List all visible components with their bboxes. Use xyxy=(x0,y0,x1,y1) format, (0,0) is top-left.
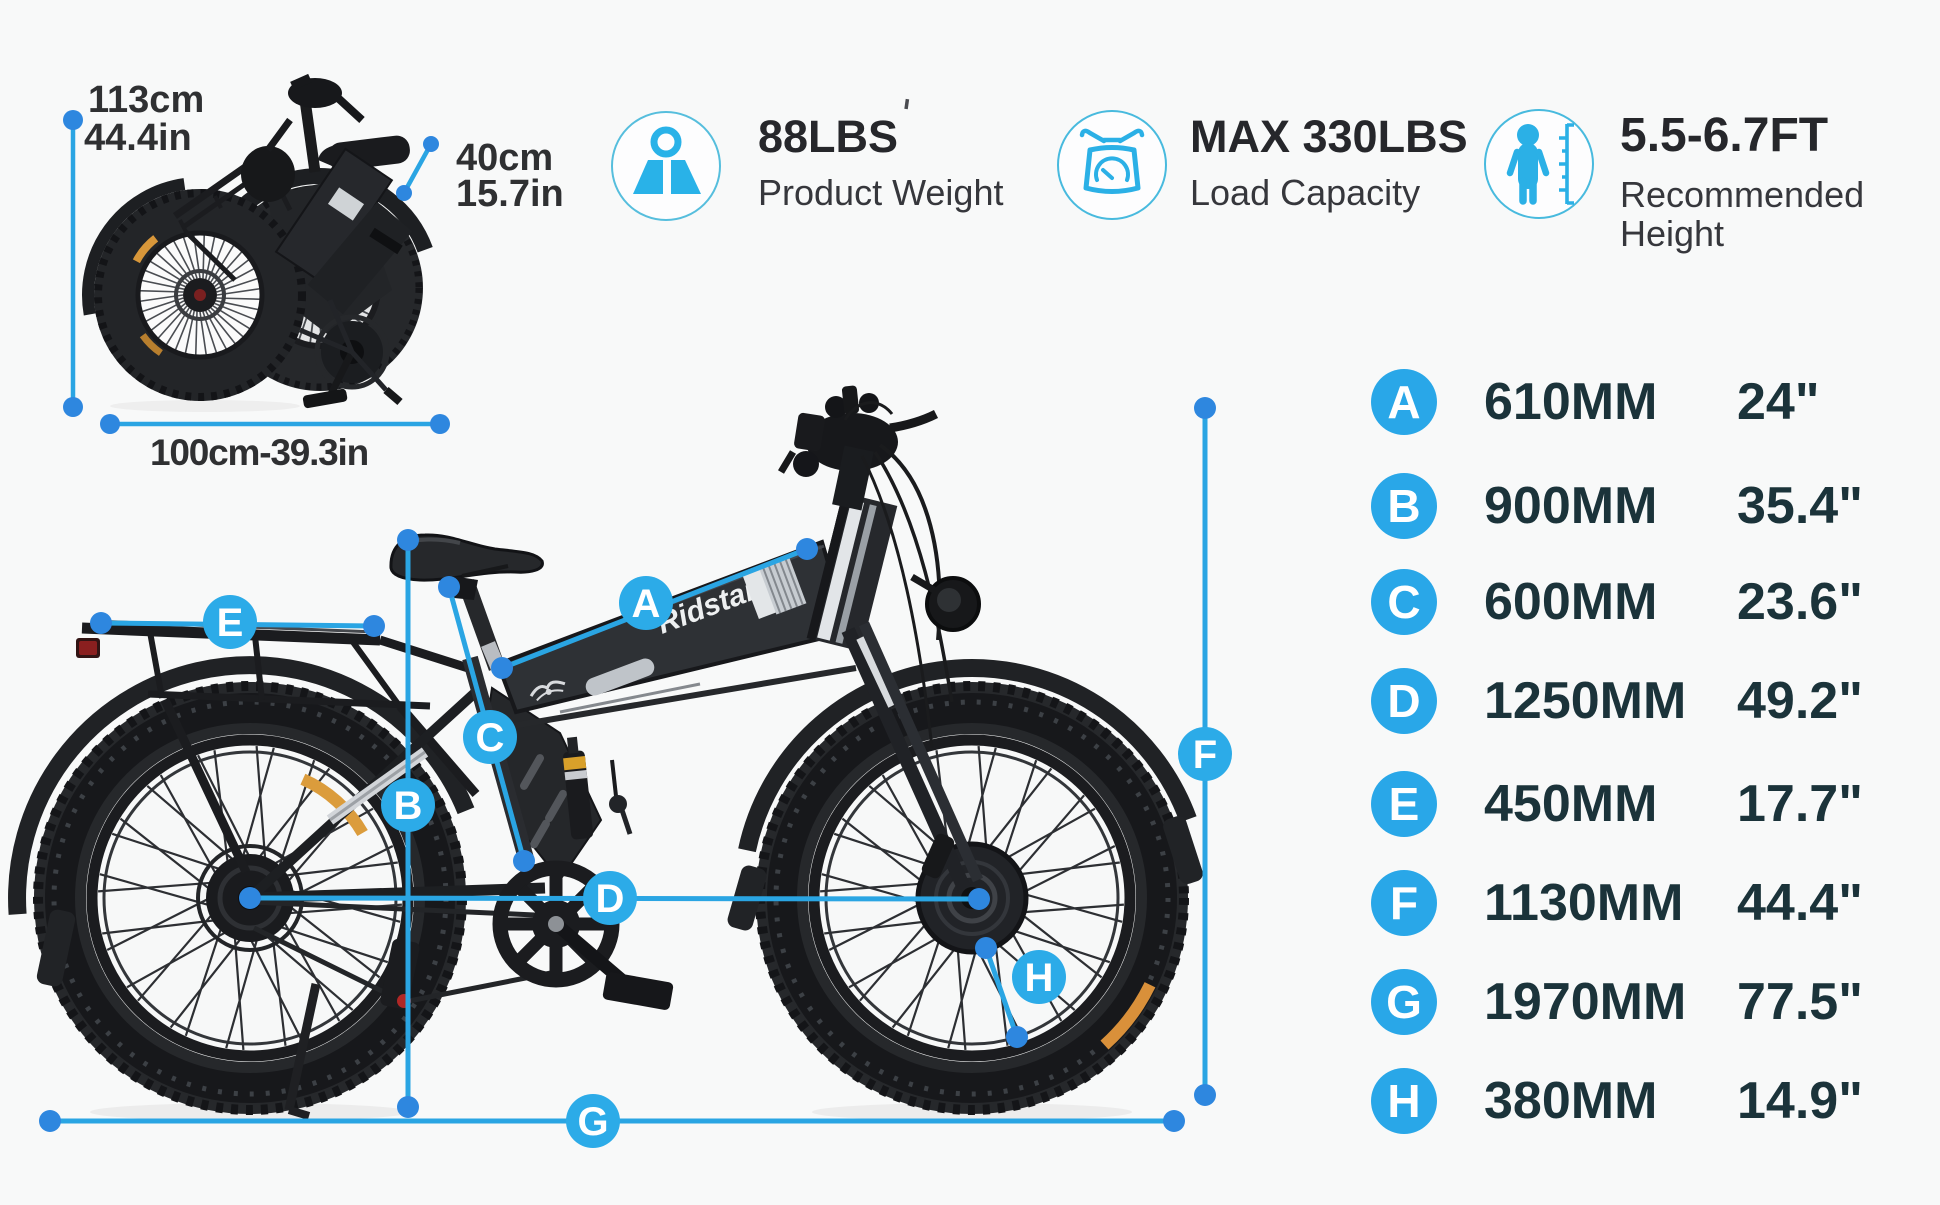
svg-text:35.4": 35.4" xyxy=(1737,477,1863,535)
svg-text:A: A xyxy=(1387,376,1420,428)
svg-text:1130MM: 1130MM xyxy=(1484,874,1683,932)
svg-text:H: H xyxy=(1387,1075,1420,1127)
svg-text:Recommended: Recommended xyxy=(1620,174,1864,215)
svg-text:C: C xyxy=(476,716,505,760)
svg-text:23.6": 23.6" xyxy=(1737,573,1863,631)
svg-text:G: G xyxy=(577,1100,608,1144)
svg-text:24": 24" xyxy=(1737,373,1820,431)
svg-text:H: H xyxy=(1025,956,1054,1000)
svg-text:D: D xyxy=(596,877,625,921)
svg-text:15.7in: 15.7in xyxy=(456,173,564,215)
svg-text:B: B xyxy=(394,784,423,828)
svg-text:77.5": 77.5" xyxy=(1737,973,1863,1031)
svg-text:Product Weight: Product Weight xyxy=(758,172,1003,213)
svg-text:600MM: 600MM xyxy=(1484,573,1657,631)
svg-text:40cm: 40cm xyxy=(456,137,553,179)
svg-text:D: D xyxy=(1387,675,1420,727)
svg-text:1970MM: 1970MM xyxy=(1484,973,1686,1031)
svg-text:MAX 330LBS: MAX 330LBS xyxy=(1190,111,1468,162)
svg-text:14.9": 14.9" xyxy=(1737,1072,1863,1130)
svg-text:A: A xyxy=(632,582,661,626)
svg-text:5.5-6.7FT: 5.5-6.7FT xyxy=(1620,109,1828,162)
svg-text:44.4in: 44.4in xyxy=(84,117,192,159)
svg-text:F: F xyxy=(1390,877,1418,929)
svg-text:C: C xyxy=(1387,576,1420,628)
svg-text:113cm: 113cm xyxy=(88,79,204,121)
svg-text:450MM: 450MM xyxy=(1484,775,1657,833)
svg-text:380MM: 380MM xyxy=(1484,1072,1657,1130)
svg-text:1250MM: 1250MM xyxy=(1484,672,1686,730)
svg-text:Height: Height xyxy=(1620,213,1724,254)
svg-text:49.2": 49.2" xyxy=(1737,672,1863,730)
svg-text:G: G xyxy=(1386,976,1422,1028)
svg-text:Load Capacity: Load Capacity xyxy=(1190,172,1420,213)
svg-text:100cm-39.3in: 100cm-39.3in xyxy=(150,432,368,473)
svg-text:610MM: 610MM xyxy=(1484,373,1657,431)
svg-text:B: B xyxy=(1387,480,1420,532)
svg-text:88LBS: 88LBS xyxy=(758,111,898,162)
svg-text:F: F xyxy=(1193,733,1217,777)
svg-text:E: E xyxy=(217,601,244,645)
svg-text:44.4": 44.4" xyxy=(1737,874,1863,932)
svg-text:900MM: 900MM xyxy=(1484,477,1657,535)
svg-text:17.7": 17.7" xyxy=(1737,775,1863,833)
svg-text:E: E xyxy=(1389,778,1420,830)
